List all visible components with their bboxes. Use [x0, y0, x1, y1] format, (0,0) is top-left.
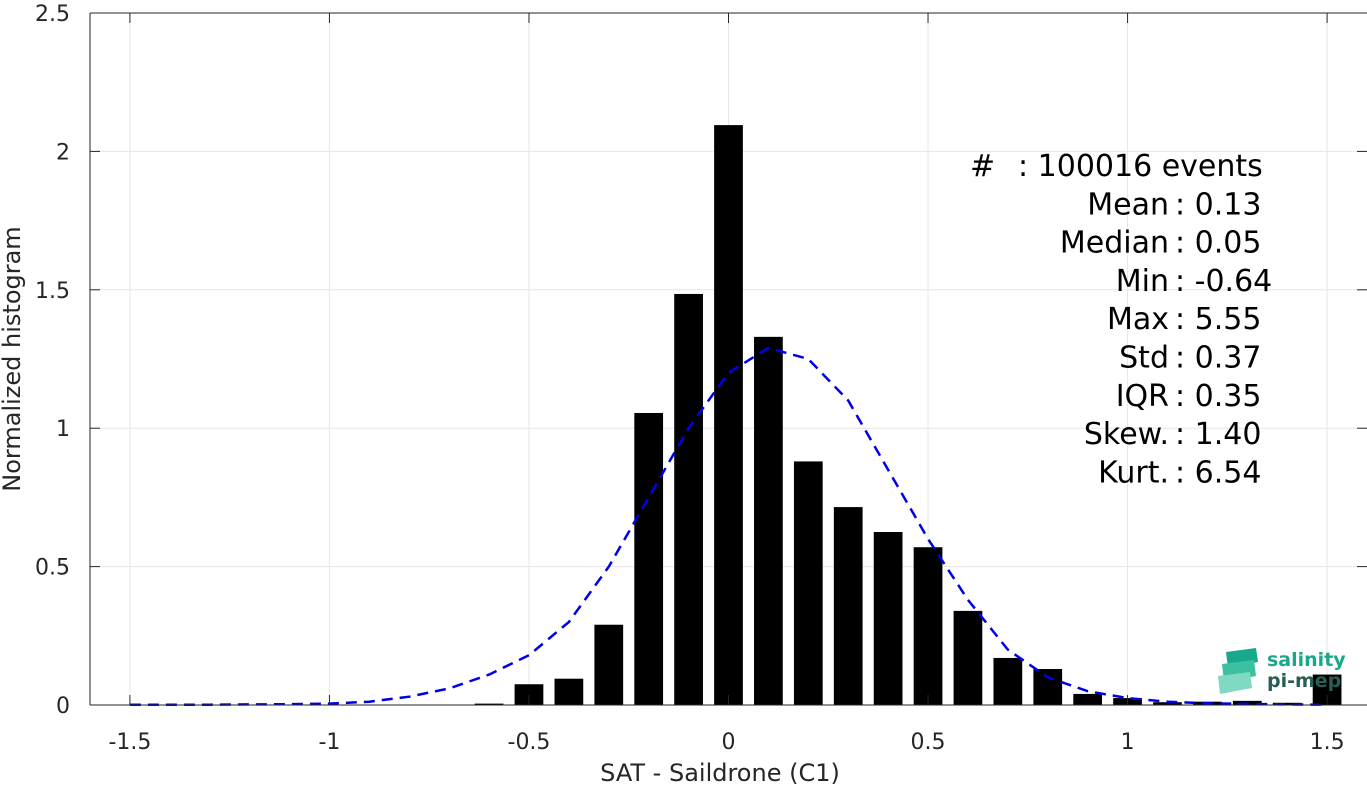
histogram-bar [953, 610, 983, 705]
stat-label: Kurt. [1098, 455, 1169, 490]
stat-value: : 1.40 [1175, 417, 1261, 452]
x-tick-label: 1 [1121, 730, 1135, 755]
histogram-bar [554, 678, 584, 705]
x-tick-label: 0 [722, 730, 736, 755]
y-tick-label: 0.5 [35, 556, 70, 581]
stat-value: : 0.37 [1175, 341, 1261, 376]
y-tick-label: 0 [56, 694, 70, 719]
histogram-bar [514, 684, 544, 705]
stat-value: : 6.54 [1175, 455, 1261, 490]
x-tick-label: -1.5 [108, 730, 151, 755]
histogram-bar [674, 293, 703, 705]
x-tick-labels: -1.5 -1 -0.5 0 0.5 1 1.5 [108, 730, 1344, 755]
y-axis-label: Normalized histogram [0, 226, 26, 491]
stat-value: : 0.35 [1175, 379, 1261, 414]
histogram-bar [754, 336, 783, 705]
x-tick-label: -1 [318, 730, 340, 755]
x-tick-label: 1.5 [1310, 730, 1345, 755]
histogram-bar [1073, 693, 1103, 705]
histogram-bars [474, 125, 1342, 705]
stat-value: : 0.13 [1175, 187, 1261, 222]
stat-value: : 100016 events [1018, 149, 1263, 184]
histogram-bar [1033, 669, 1063, 705]
y-tick-label: 2 [56, 140, 70, 165]
histogram-bar [1272, 702, 1302, 705]
x-tick-label: -0.5 [508, 730, 551, 755]
stat-value: : 5.55 [1175, 302, 1261, 337]
logo-line1: salinity [1267, 649, 1346, 671]
y-tick-label: 1.5 [35, 279, 70, 304]
logo-line2: pi-mep [1267, 670, 1341, 692]
logo-waves-icon [1218, 648, 1258, 694]
histogram-bar [594, 624, 624, 705]
x-axis-label: SAT - Saildrone (C1) [600, 759, 840, 785]
x-tick-label: 0.5 [911, 730, 946, 755]
stat-label: Std [1119, 341, 1169, 376]
stat-label: IQR [1116, 379, 1169, 414]
stat-value: : 0.05 [1175, 226, 1261, 261]
stat-label: Min [1116, 264, 1169, 299]
histogram-bar [634, 412, 664, 705]
histogram-bar [833, 507, 863, 705]
stat-label: Mean [1087, 187, 1169, 222]
histogram-bar [714, 125, 743, 705]
stat-label: # [970, 149, 995, 184]
y-tick-label: 1 [56, 417, 70, 442]
histogram-bar [873, 532, 903, 705]
histogram-bar [1153, 702, 1182, 705]
stat-label: Skew. [1084, 417, 1169, 452]
histogram-bar [793, 461, 823, 705]
y-tick-labels: 0 0.5 1 1.5 2 2.5 [35, 2, 70, 719]
histogram-bar [913, 547, 943, 705]
stat-label: Max [1107, 302, 1169, 337]
stat-label: Median [1060, 226, 1169, 261]
stat-value: : -0.64 [1175, 264, 1272, 299]
salinity-pimep-logo: salinity pi-mep [1218, 648, 1346, 694]
y-tick-label: 2.5 [35, 2, 70, 27]
axes-frame [89, 12, 1367, 706]
histogram-bar [993, 657, 1023, 705]
histogram-bar [474, 703, 504, 705]
